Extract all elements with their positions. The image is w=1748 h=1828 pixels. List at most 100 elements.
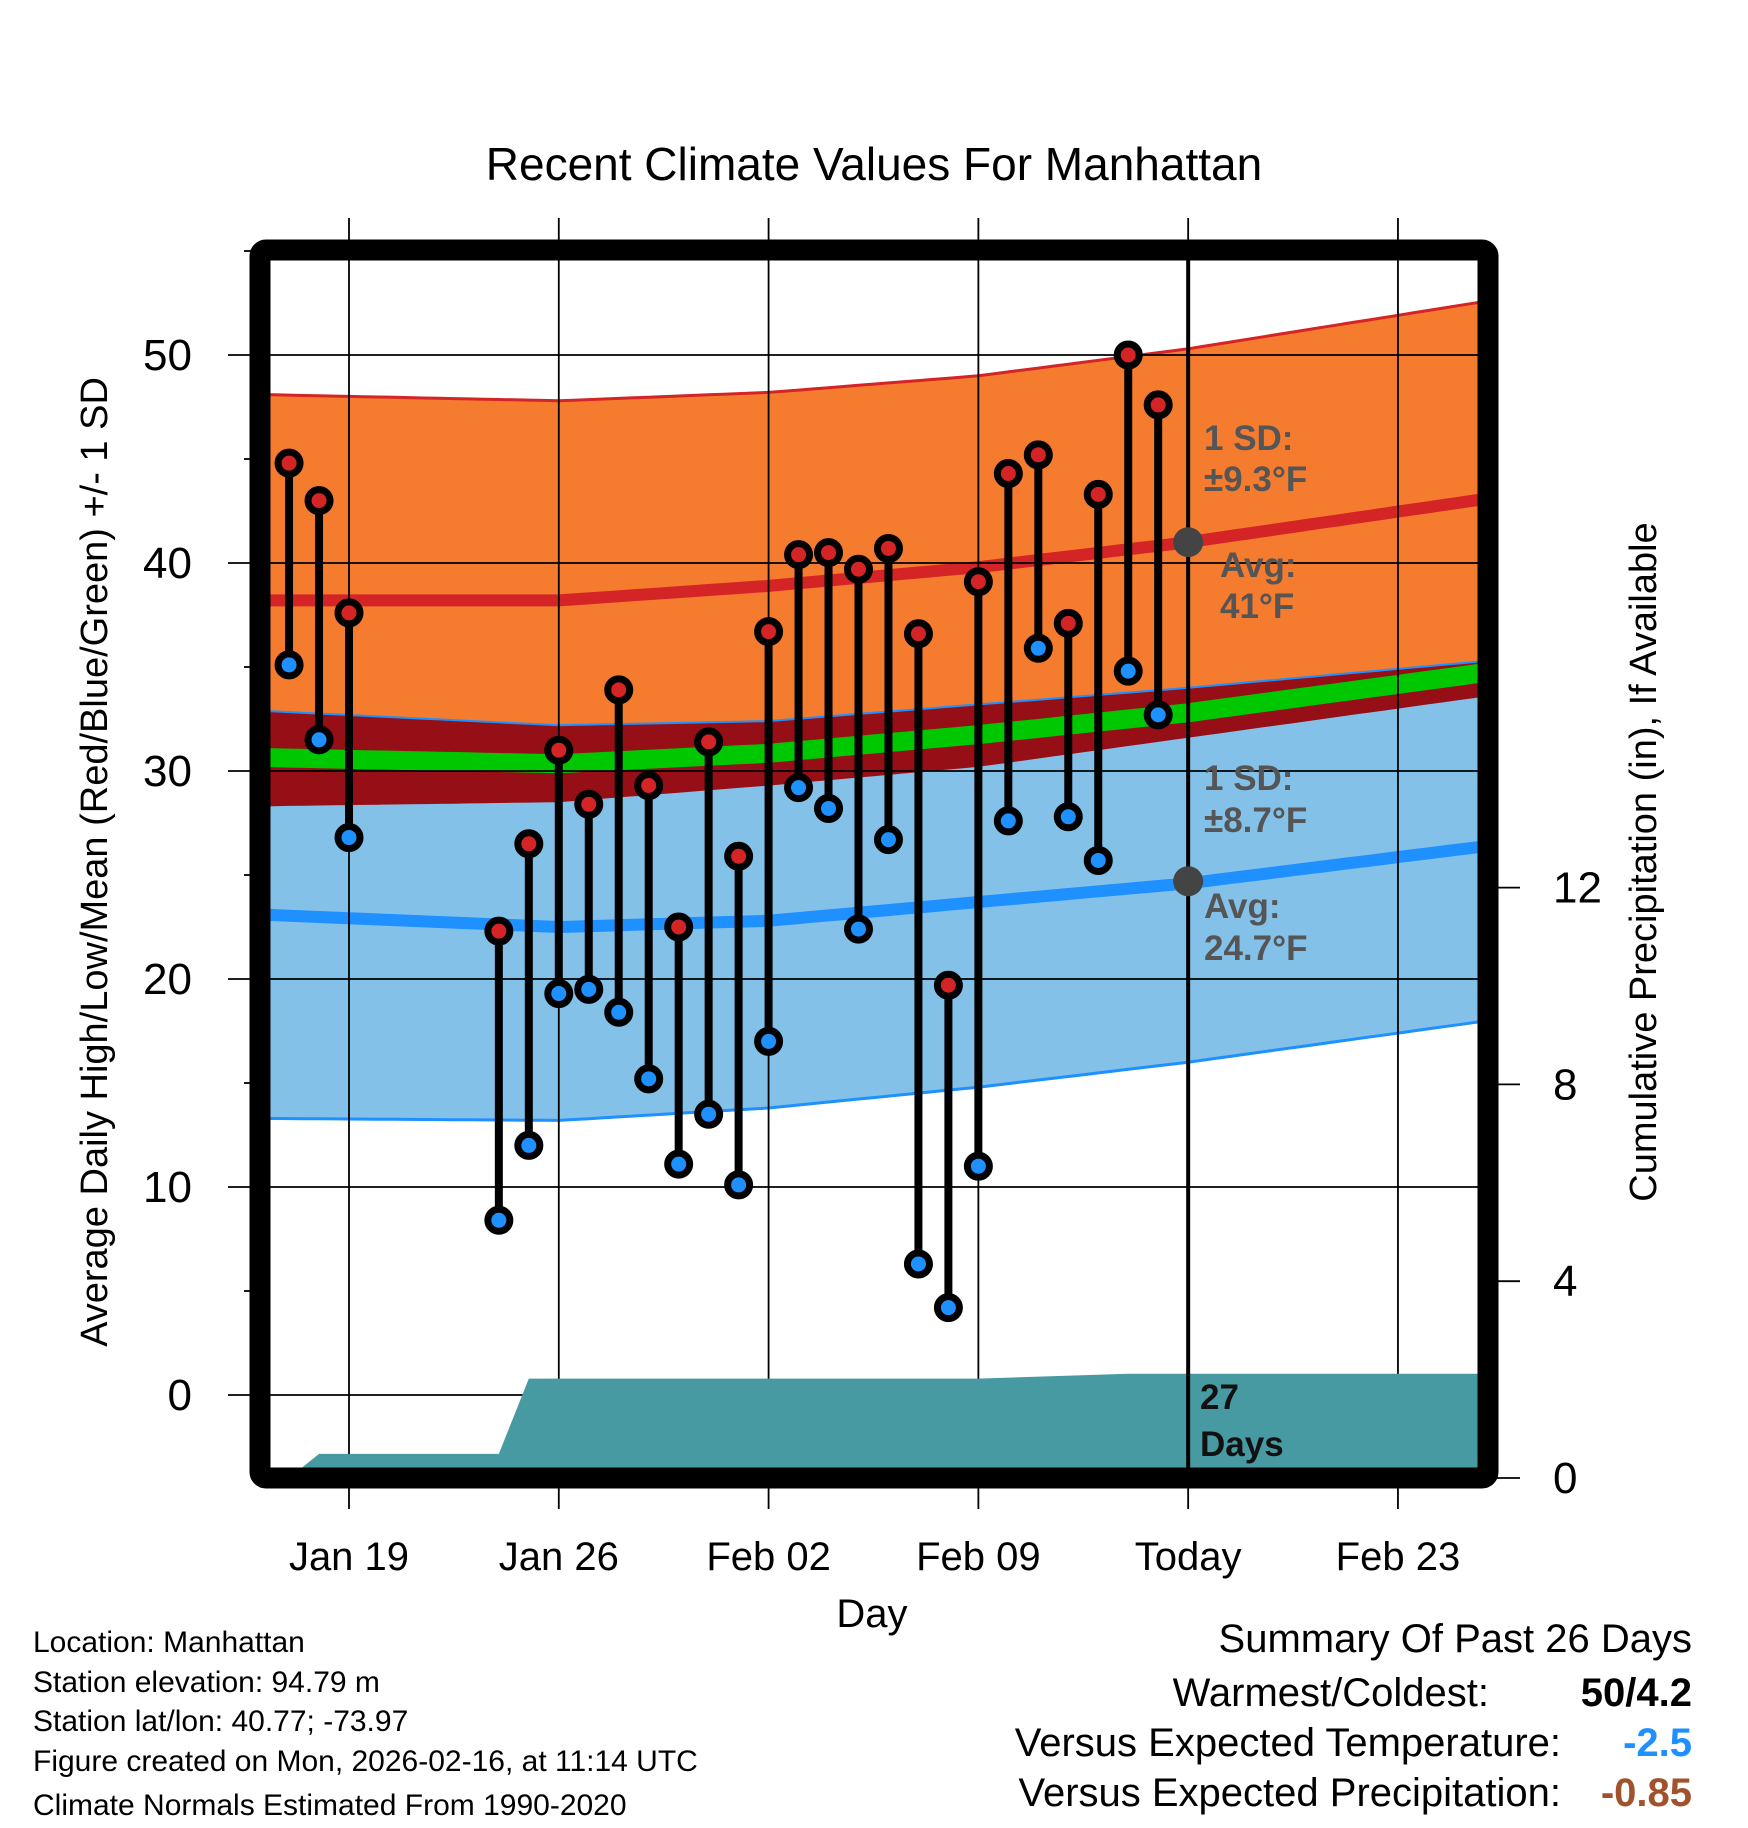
x-tick-label: Jan 26 [499,1535,619,1579]
low-temp-point [1113,656,1143,686]
high-sd-label: 1 SD: [1204,419,1293,458]
low-sd-label: 1 SD: [1204,759,1293,798]
low-temp-point [784,773,814,803]
low-temp-point [933,1293,963,1323]
high-temp-point [484,916,514,946]
summary-temp-label: Versus Expected Temperature: [1015,1721,1561,1765]
low-temp-point [724,1170,754,1200]
summary-warmest-label: Warmest/Coldest: [1173,1671,1489,1715]
summary-precip-value: -0.85 [1601,1771,1692,1815]
high-temp-point [784,540,814,570]
summary-box: Summary Of Past 26 Days Warmest/Coldest:… [1015,1617,1692,1815]
high-temp-point [993,459,1023,489]
low-temp-point [604,997,634,1027]
y-tick-label: 40 [143,539,192,588]
x-tick-label: Feb 23 [1336,1535,1461,1579]
low-sd-value: ±8.7°F [1204,801,1307,840]
high-temp-point [963,567,993,597]
y-tick-label: 50 [143,331,192,380]
days-count: 27 [1200,1378,1239,1417]
y-tick-label: 10 [143,1163,192,1212]
footer-elevation: Station elevation: 94.79 m [33,1666,380,1699]
low-temp-point [334,823,364,853]
high-temp-point [514,829,544,859]
normal-bands [270,300,1478,1122]
high-temp-point [574,789,604,819]
high-temp-point [754,617,784,647]
high-temp-point [1143,390,1173,420]
low-temp-point [993,806,1023,836]
low-temp-point [574,974,604,1004]
high-temp-point [1053,608,1083,638]
low-avg-value: 24.7°F [1204,929,1308,968]
high-temp-point [334,598,364,628]
mean-line [270,663,1478,774]
high-temp-point [873,533,903,563]
chart-title: Recent Climate Values For Manhattan [486,138,1262,190]
footer-info: Location: Manhattan Station elevation: 9… [33,1626,698,1822]
high-temp-point [304,486,334,516]
x-tick-label: Jan 19 [289,1535,409,1579]
high-temp-point [814,538,844,568]
y-tick-label: 20 [143,955,192,1004]
summary-warmest-value: 50/4.2 [1581,1671,1692,1715]
high-avg-value: 41°F [1220,587,1294,626]
y-tick-label: 0 [168,1371,192,1420]
low-temp-point [634,1064,664,1094]
high-temp-point [1113,340,1143,370]
high-temp-point [634,771,664,801]
low-temp-point [1083,845,1113,875]
x-axis-label: Day [836,1592,907,1636]
high-temp-point [903,619,933,649]
y2-tick-label: 0 [1553,1454,1577,1503]
low-temp-point [843,914,873,944]
low-temp-point [903,1249,933,1279]
high-temp-point [933,970,963,1000]
footer-normals: Climate Normals Estimated From 1990-2020 [33,1789,627,1822]
low-temp-point [694,1099,724,1129]
low-temp-point [1053,802,1083,832]
low-temp-point [664,1149,694,1179]
summary-title: Summary Of Past 26 Days [1219,1617,1692,1661]
high-sd-value: ±9.3°F [1204,460,1307,499]
high-temp-point [1023,440,1053,470]
low-temp-point [514,1130,544,1160]
y2-tick-label: 12 [1553,864,1602,913]
low-upper-edge [270,660,1478,727]
y2-tick-label: 8 [1553,1060,1577,1109]
x-tick-label: Today [1135,1535,1242,1579]
footer-created: Figure created on Mon, 2026-02-16, at 11… [33,1745,698,1778]
footer-latlon: Station lat/lon: 40.77; -73.97 [33,1705,408,1738]
low-temp-point [814,793,844,823]
low-temp-point [484,1205,514,1235]
low-avg-label: Avg: [1204,887,1280,926]
x-tick-label: Feb 02 [706,1535,831,1579]
y-axis-label: Average Daily High/Low/Mean (Red/Blue/Gr… [74,377,116,1347]
footer-location: Location: Manhattan [33,1626,305,1659]
low-avg-line [270,841,1478,934]
summary-temp-value: -2.5 [1623,1721,1692,1765]
high-temp-point [694,727,724,757]
precip-area [301,1373,1478,1468]
low-temp-point [873,825,903,855]
high-upper-edge [270,300,1478,403]
precip-area-group [301,1373,1478,1468]
low-temp-point [754,1026,784,1056]
today-high-avg-dot [1173,527,1204,558]
axes-labels: Jan 19 Jan 26 Feb 02 Feb 09 Today Feb 23 0 10 20… [143,331,1602,1579]
high-temp-point [664,912,694,942]
today-low-avg-dot [1173,866,1204,897]
high-temp-point [604,675,634,705]
high-temp-point [843,554,873,584]
low-temp-point [274,650,304,680]
low-temp-point [304,725,334,755]
observations-group [274,340,1173,1323]
high-sd-band [270,302,1478,807]
y-tick-label: 30 [143,747,192,796]
low-lower-edge [270,1020,1478,1122]
low-temp-point [963,1151,993,1181]
summary-precip-label: Versus Expected Precipitation: [1018,1771,1561,1815]
high-temp-point [274,448,304,478]
